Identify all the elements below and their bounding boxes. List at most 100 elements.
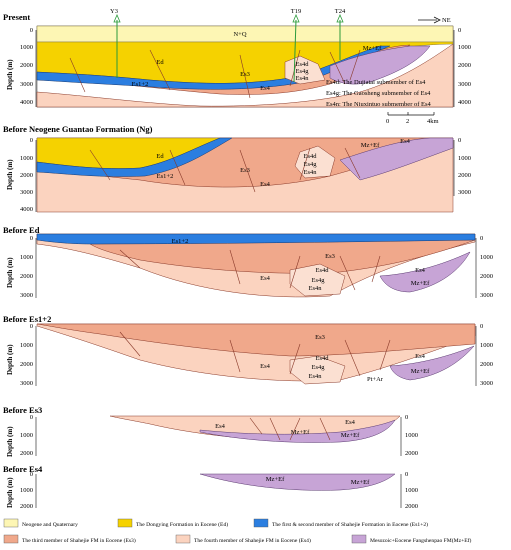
unit-label: Es4: [260, 181, 271, 188]
unit-label: Es1+2: [172, 238, 189, 245]
depth-tick: 1000: [20, 432, 33, 439]
unit-label: Es4d: [296, 61, 310, 68]
panel-title: Before Ed: [3, 225, 40, 235]
depth-tick: 2000: [458, 172, 471, 179]
legend-label: Mesozoic+Eocene Fangshenpao FM(Mz+Ef): [370, 537, 472, 544]
unit-label: Es4: [215, 423, 226, 430]
unit-label: Es4g: [304, 161, 318, 168]
depth-tick: 3000: [480, 292, 493, 299]
depth-axis-title: Depth (m): [6, 344, 14, 375]
depth-tick: 0: [405, 414, 408, 421]
panel-title: Present: [3, 12, 30, 22]
layer-mzef: [329, 45, 431, 85]
depth-axis-title: Depth (m): [6, 477, 14, 508]
depth-tick: 2000: [20, 62, 33, 69]
depth-tick: 3000: [20, 189, 33, 196]
depth-tick: 1000: [405, 487, 418, 494]
unit-label: Es4g: [312, 364, 326, 371]
depth-tick: 1000: [20, 487, 33, 494]
depth-tick: 4000: [458, 99, 471, 106]
well-label-t19: T19: [291, 8, 301, 15]
unit-label: Es4: [415, 353, 426, 360]
unit-label: Mz+Ef: [361, 142, 380, 149]
unit-label: Es3: [315, 334, 325, 341]
legend-swatch-mzef: [351, 534, 367, 544]
unit-label: Es1+2: [132, 81, 149, 88]
depth-tick: 4000: [20, 206, 33, 213]
es4-submembers: [294, 145, 336, 179]
depth-tick: 0: [458, 137, 461, 144]
depth-tick: 0: [30, 471, 33, 478]
depth-tick: 1000: [480, 342, 493, 349]
unit-label: Es3: [325, 253, 335, 260]
layer-mzef: [199, 419, 396, 443]
unit-label: Mz+Ef: [266, 476, 285, 483]
direction-arrow-head: [433, 16, 441, 24]
es4-submembers: [289, 355, 346, 385]
depth-tick: 1000: [20, 254, 33, 261]
unit-label: Es4g: [312, 277, 326, 284]
depth-tick: 2000: [458, 62, 471, 69]
unit-label: Es4n: [309, 285, 323, 292]
scale-label: 2: [406, 118, 409, 125]
panel-before-ed: Before Ed Es1+2 Es3 Es4 Es4d Es4g Es4n M…: [3, 225, 493, 299]
legend-swatch-es12: [253, 518, 269, 528]
panel-before-ng: Before Neogene Guantao Formation (Ng) Ed…: [3, 124, 471, 213]
unit-label: Es4d: [316, 267, 330, 274]
depth-tick: 3000: [20, 81, 33, 88]
legend-swatch-es3: [3, 534, 19, 544]
depth-tick: 0: [480, 323, 483, 330]
fault-lines: [69, 49, 361, 99]
layer-mzef: [339, 137, 454, 181]
well-label-y3: Y3: [110, 8, 118, 15]
depth-axis-title: Depth (m): [6, 59, 14, 90]
legend-swatch-ed: [117, 518, 133, 528]
depth-tick: 1000: [20, 342, 33, 349]
unit-label: N+Q: [233, 31, 246, 38]
depth-tick: 0: [30, 27, 33, 34]
well-marker-t19: [292, 13, 300, 23]
depth-tick: 4000: [20, 99, 33, 106]
depth-tick: 1000: [405, 432, 418, 439]
panel-before-es4: Before Es4 Mz+Ef Mz+Ef Depth (m) 0 1000 …: [3, 464, 418, 510]
direction-label: NE: [442, 17, 451, 24]
unit-label: Es3: [240, 71, 250, 78]
key-note: Es4g: The Gaosheng submember of Es4: [326, 90, 431, 97]
unit-label: Mz+Ef: [411, 368, 430, 375]
depth-tick: 1000: [20, 155, 33, 162]
depth-tick: 2000: [20, 450, 33, 457]
depth-tick: 1000: [20, 44, 33, 51]
depth-tick: 0: [30, 235, 33, 242]
panel-title: Before Es1+2: [3, 314, 51, 324]
depth-tick: 0: [480, 235, 483, 242]
legend: Neogene and Quaternary The Dongying Form…: [3, 518, 472, 544]
fault-lines: [89, 147, 361, 193]
depth-tick: 2000: [405, 503, 418, 510]
unit-label: Es1+2: [157, 173, 174, 180]
unit-label: Es3: [240, 167, 250, 174]
es4-submembers: [289, 263, 346, 297]
depth-tick: 0: [30, 137, 33, 144]
fault-lines: [119, 249, 381, 291]
unit-label: Es4: [400, 138, 411, 145]
legend-swatch-nq: [3, 518, 19, 528]
depth-tick: 2000: [20, 172, 33, 179]
legend-label: The Dongying Formation in Eocene (Ed): [136, 521, 228, 528]
depth-axis-title: Depth (m): [6, 257, 14, 288]
unit-label: Mz+Ef: [341, 432, 360, 439]
layer-es4: [36, 43, 454, 108]
unit-label: Es4n: [296, 75, 310, 82]
unit-label: Pt+Ar: [367, 376, 384, 383]
depth-tick: 3000: [458, 81, 471, 88]
unit-label: Es4: [260, 363, 271, 370]
panel-present: Present Y3 T19 T24 NE N+Q Ed Es1+2 E: [3, 8, 471, 125]
panel-title: Before Es4: [3, 464, 43, 474]
depth-tick: 2000: [480, 361, 493, 368]
panel-before-es3: Before Es3 Es4 Mz+Ef Mz+Ef Es4 Depth (m)…: [3, 405, 418, 457]
depth-tick: 3000: [20, 292, 33, 299]
depth-tick: 2000: [20, 273, 33, 280]
depth-axis-title: Depth (m): [6, 159, 14, 190]
depth-axis-title: Depth (m): [6, 426, 14, 457]
depth-tick: 2000: [480, 273, 493, 280]
